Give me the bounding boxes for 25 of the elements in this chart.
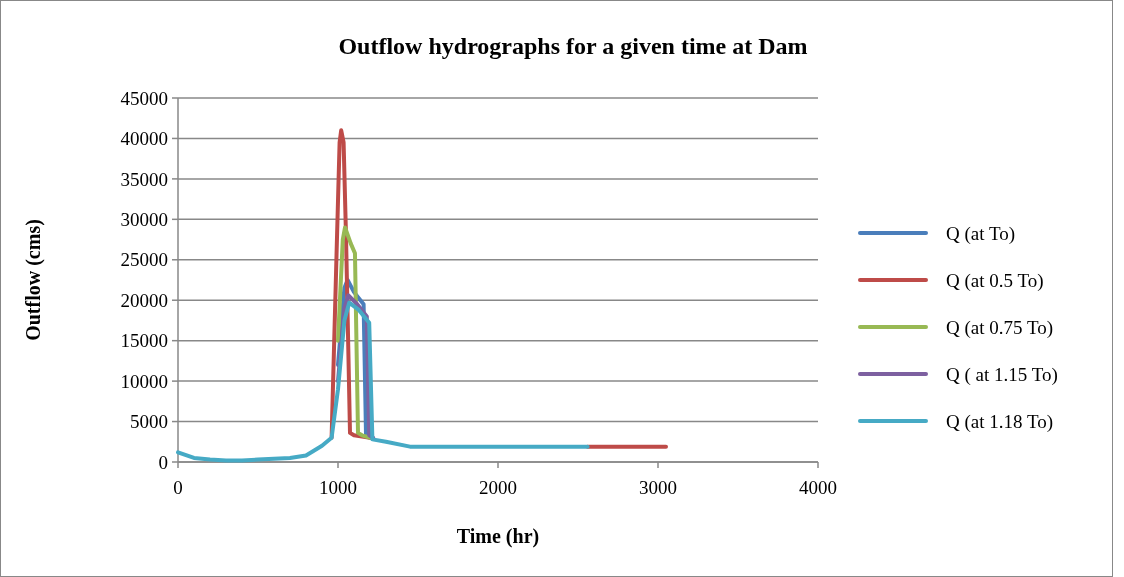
y-tick-label: 25000	[120, 249, 168, 271]
chart-title: Outflow hydrographs for a given time at Dam	[338, 33, 808, 59]
legend-label: Q ( at 1.15 To)	[946, 363, 1058, 386]
x-tick-label: 3000	[639, 477, 677, 498]
x-tick-label: 2000	[479, 477, 517, 498]
y-axis-title: Outflow (cms)	[22, 219, 45, 341]
line-series	[336, 225, 372, 440]
legend-label: Q (at To)	[946, 222, 1016, 245]
y-tick-label: 45000	[120, 87, 168, 109]
x-tick-label: 4000	[799, 477, 837, 498]
x-tick-label: 0	[173, 477, 183, 498]
x-axis-title: Time (hr)	[456, 525, 540, 548]
legend-label: Q (at 1.18 To)	[946, 410, 1054, 433]
y-tick-label: 30000	[120, 208, 168, 230]
y-tick-label: 40000	[120, 128, 168, 150]
legend-label: Q (at 0.5 To)	[946, 269, 1044, 292]
y-tick-label: 0	[158, 451, 168, 473]
y-tick-label: 5000	[130, 411, 168, 433]
y-tick-label: 10000	[120, 370, 168, 392]
legend-label: Q (at 0.75 To)	[946, 316, 1054, 339]
line-series	[176, 300, 590, 463]
y-tick-label: 15000	[120, 330, 168, 352]
y-tick-label: 20000	[120, 289, 168, 311]
x-tick-label: 1000	[319, 477, 357, 498]
y-tick-label: 35000	[120, 168, 168, 190]
